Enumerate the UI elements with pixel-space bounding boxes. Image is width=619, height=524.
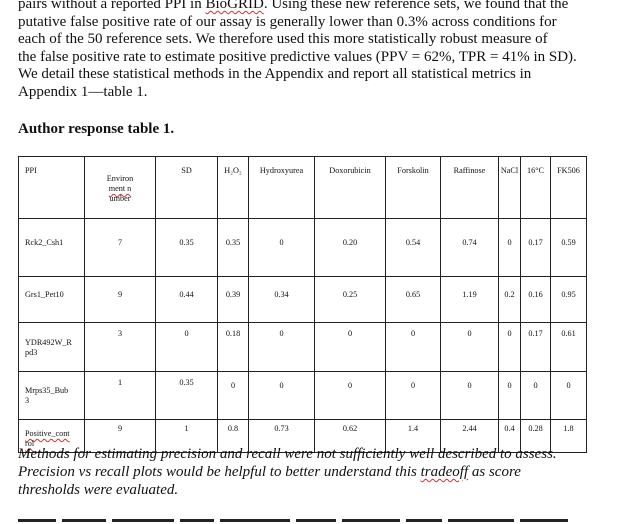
row-ppi-name: Mrps35_Bub 3 xyxy=(18,371,85,420)
table-row: Positive_cont rol 9 1 0.8 0.73 0.62 1.4 2… xyxy=(18,419,587,453)
cell-fk506: 1.8 xyxy=(550,419,587,453)
cell-16c: 0.28 xyxy=(520,419,551,453)
cell-raffinose: 0.74 xyxy=(440,218,499,277)
cell-sd: 0.35 xyxy=(155,218,218,277)
cell-nacl: 0.2 xyxy=(498,276,521,323)
cell-16c: 0 xyxy=(520,371,551,420)
cell-forskolin: 0.65 xyxy=(385,276,441,323)
cut-off-text-line xyxy=(18,514,578,524)
cell-sd: 0.35 xyxy=(155,371,218,420)
header-env-flagged[interactable]: ment n xyxy=(108,184,132,193)
table-header-row: PPI Environ ment n umber SD H₂O₂ Hydroxy… xyxy=(18,156,587,219)
cell-h2o2: 0 xyxy=(217,371,249,420)
cell-raffinose: 0 xyxy=(440,371,499,420)
header-forskolin: Forskolin xyxy=(385,156,441,219)
header-env-text: umber xyxy=(109,194,131,203)
header-ppi: PPI xyxy=(18,156,85,219)
table-row: YDR492W_R pd3 3 0 0.18 0 0 0 0 0 0.17 0.6… xyxy=(18,322,587,372)
cell-nacl: 0 xyxy=(498,322,521,372)
header-fk506: FK506 xyxy=(550,156,587,219)
row-ppi-name: Rck2_Csh1 xyxy=(18,218,85,277)
paragraph-line: We detail these statistical methods in t… xyxy=(18,66,532,83)
table-caption: Author response table 1. xyxy=(18,121,175,137)
author-response-table: PPI Environ ment n umber SD H₂O₂ Hydroxy… xyxy=(18,156,587,453)
cell-hydroxyurea: 0.73 xyxy=(248,419,315,453)
cell-env: 9 xyxy=(84,276,156,323)
paragraph-line: the false positive rate to estimate posi… xyxy=(18,48,577,65)
row-name-text: Grs1_Pet10 xyxy=(25,290,64,299)
header-sd: SD xyxy=(155,156,218,219)
cell-doxorubicin: 0.20 xyxy=(314,218,386,277)
paragraph-line: putative false positive rate of our assa… xyxy=(18,13,557,30)
row-name-flagged[interactable]: Positive_cont xyxy=(25,429,70,438)
cell-forskolin: 0 xyxy=(385,371,441,420)
cell-hydroxyurea: 0 xyxy=(248,322,315,372)
cell-sd: 0.44 xyxy=(155,276,218,323)
header-nacl: NaCl xyxy=(498,156,521,219)
cell-raffinose: 1.19 xyxy=(440,276,499,323)
table-row: Grs1_Pet10 9 0.44 0.39 0.34 0.25 0.65 1.… xyxy=(18,276,587,323)
table-row: Mrps35_Bub 3 1 0.35 0 0 0 0 0 0 0 0 xyxy=(18,371,587,420)
comment-text: as score xyxy=(468,464,521,480)
row-name-text: pd3 xyxy=(25,348,38,357)
cell-16c: 0.16 xyxy=(520,276,551,323)
row-name-flagged[interactable]: rol xyxy=(25,439,35,448)
cell-sd: 0 xyxy=(155,322,218,372)
row-ppi-name: YDR492W_R pd3 xyxy=(18,322,85,372)
cell-doxorubicin: 0.62 xyxy=(314,419,386,453)
header-h2o2: H₂O₂ xyxy=(217,156,249,219)
header-env-text: Environ xyxy=(106,174,134,183)
cell-fk506: 0.59 xyxy=(550,218,587,277)
cell-raffinose: 0 xyxy=(440,322,499,372)
cell-fk506: 0 xyxy=(550,371,587,420)
cell-fk506: 0.95 xyxy=(550,276,587,323)
cell-env: 1 xyxy=(84,371,156,420)
cell-16c: 0.17 xyxy=(520,322,551,372)
cell-forskolin: 0.54 xyxy=(385,218,441,277)
comment-line: thresholds were evaluated. xyxy=(18,482,179,498)
cell-hydroxyurea: 0 xyxy=(248,371,315,420)
cell-env: 3 xyxy=(84,322,156,372)
reviewer-comment: Methods for estimating precision and rec… xyxy=(18,445,614,499)
cell-env: 7 xyxy=(84,218,156,277)
row-ppi-name: Grs1_Pet10 xyxy=(18,276,85,323)
row-name-text: YDR492W_R xyxy=(25,338,72,347)
paragraph-text: . Using these new reference sets, we fou… xyxy=(263,0,569,12)
row-ppi-name: Positive_cont rol xyxy=(18,419,85,453)
body-paragraph: pairs without a reported PPI in BioGRID.… xyxy=(18,0,614,102)
cell-hydroxyurea: 0 xyxy=(248,218,315,277)
cell-h2o2: 0.18 xyxy=(217,322,249,372)
paragraph-line: pairs without a reported PPI in BioGRID.… xyxy=(18,0,614,14)
cell-doxorubicin: 0.25 xyxy=(314,276,386,323)
cell-nacl: 0 xyxy=(498,218,521,277)
table-row: Rck2_Csh1 7 0.35 0.35 0 0.20 0.54 0.74 0… xyxy=(18,218,587,277)
spellcheck-flagged-word[interactable]: tradeoff xyxy=(420,464,469,480)
cell-fk506: 0.61 xyxy=(550,322,587,372)
paragraph-line: each of the 50 reference sets. We theref… xyxy=(18,31,548,48)
cell-h2o2: 0.35 xyxy=(217,218,249,277)
cell-doxorubicin: 0 xyxy=(314,322,386,372)
row-name-text: Rck2_Csh1 xyxy=(25,238,64,247)
comment-line: Methods for estimating precision and rec… xyxy=(18,446,557,462)
cell-doxorubicin: 0 xyxy=(314,371,386,420)
header-16c: 16°C xyxy=(520,156,551,219)
header-environment-number: Environ ment n umber xyxy=(84,156,156,219)
header-doxorubicin: Doxorubicin xyxy=(314,156,386,219)
row-name-text: 3 xyxy=(25,396,30,405)
comment-text: Precision vs recall plots would be helpf… xyxy=(18,464,421,480)
cell-hydroxyurea: 0.34 xyxy=(248,276,315,323)
paragraph-line: Appendix 1—table 1. xyxy=(18,83,148,100)
cell-16c: 0.17 xyxy=(520,218,551,277)
header-raffinose: Raffinose xyxy=(440,156,499,219)
cell-nacl: 0 xyxy=(498,371,521,420)
paragraph-text: pairs without a reported PPI in xyxy=(18,0,206,12)
comment-line: Precision vs recall plots would be helpf… xyxy=(18,463,614,481)
row-name-text: Mrps35_Bub xyxy=(25,386,69,395)
header-hydroxyurea: Hydroxyurea xyxy=(248,156,315,219)
cell-h2o2: 0.39 xyxy=(217,276,249,323)
cell-forskolin: 0 xyxy=(385,322,441,372)
spellcheck-flagged-word[interactable]: BioGRID xyxy=(205,0,264,12)
